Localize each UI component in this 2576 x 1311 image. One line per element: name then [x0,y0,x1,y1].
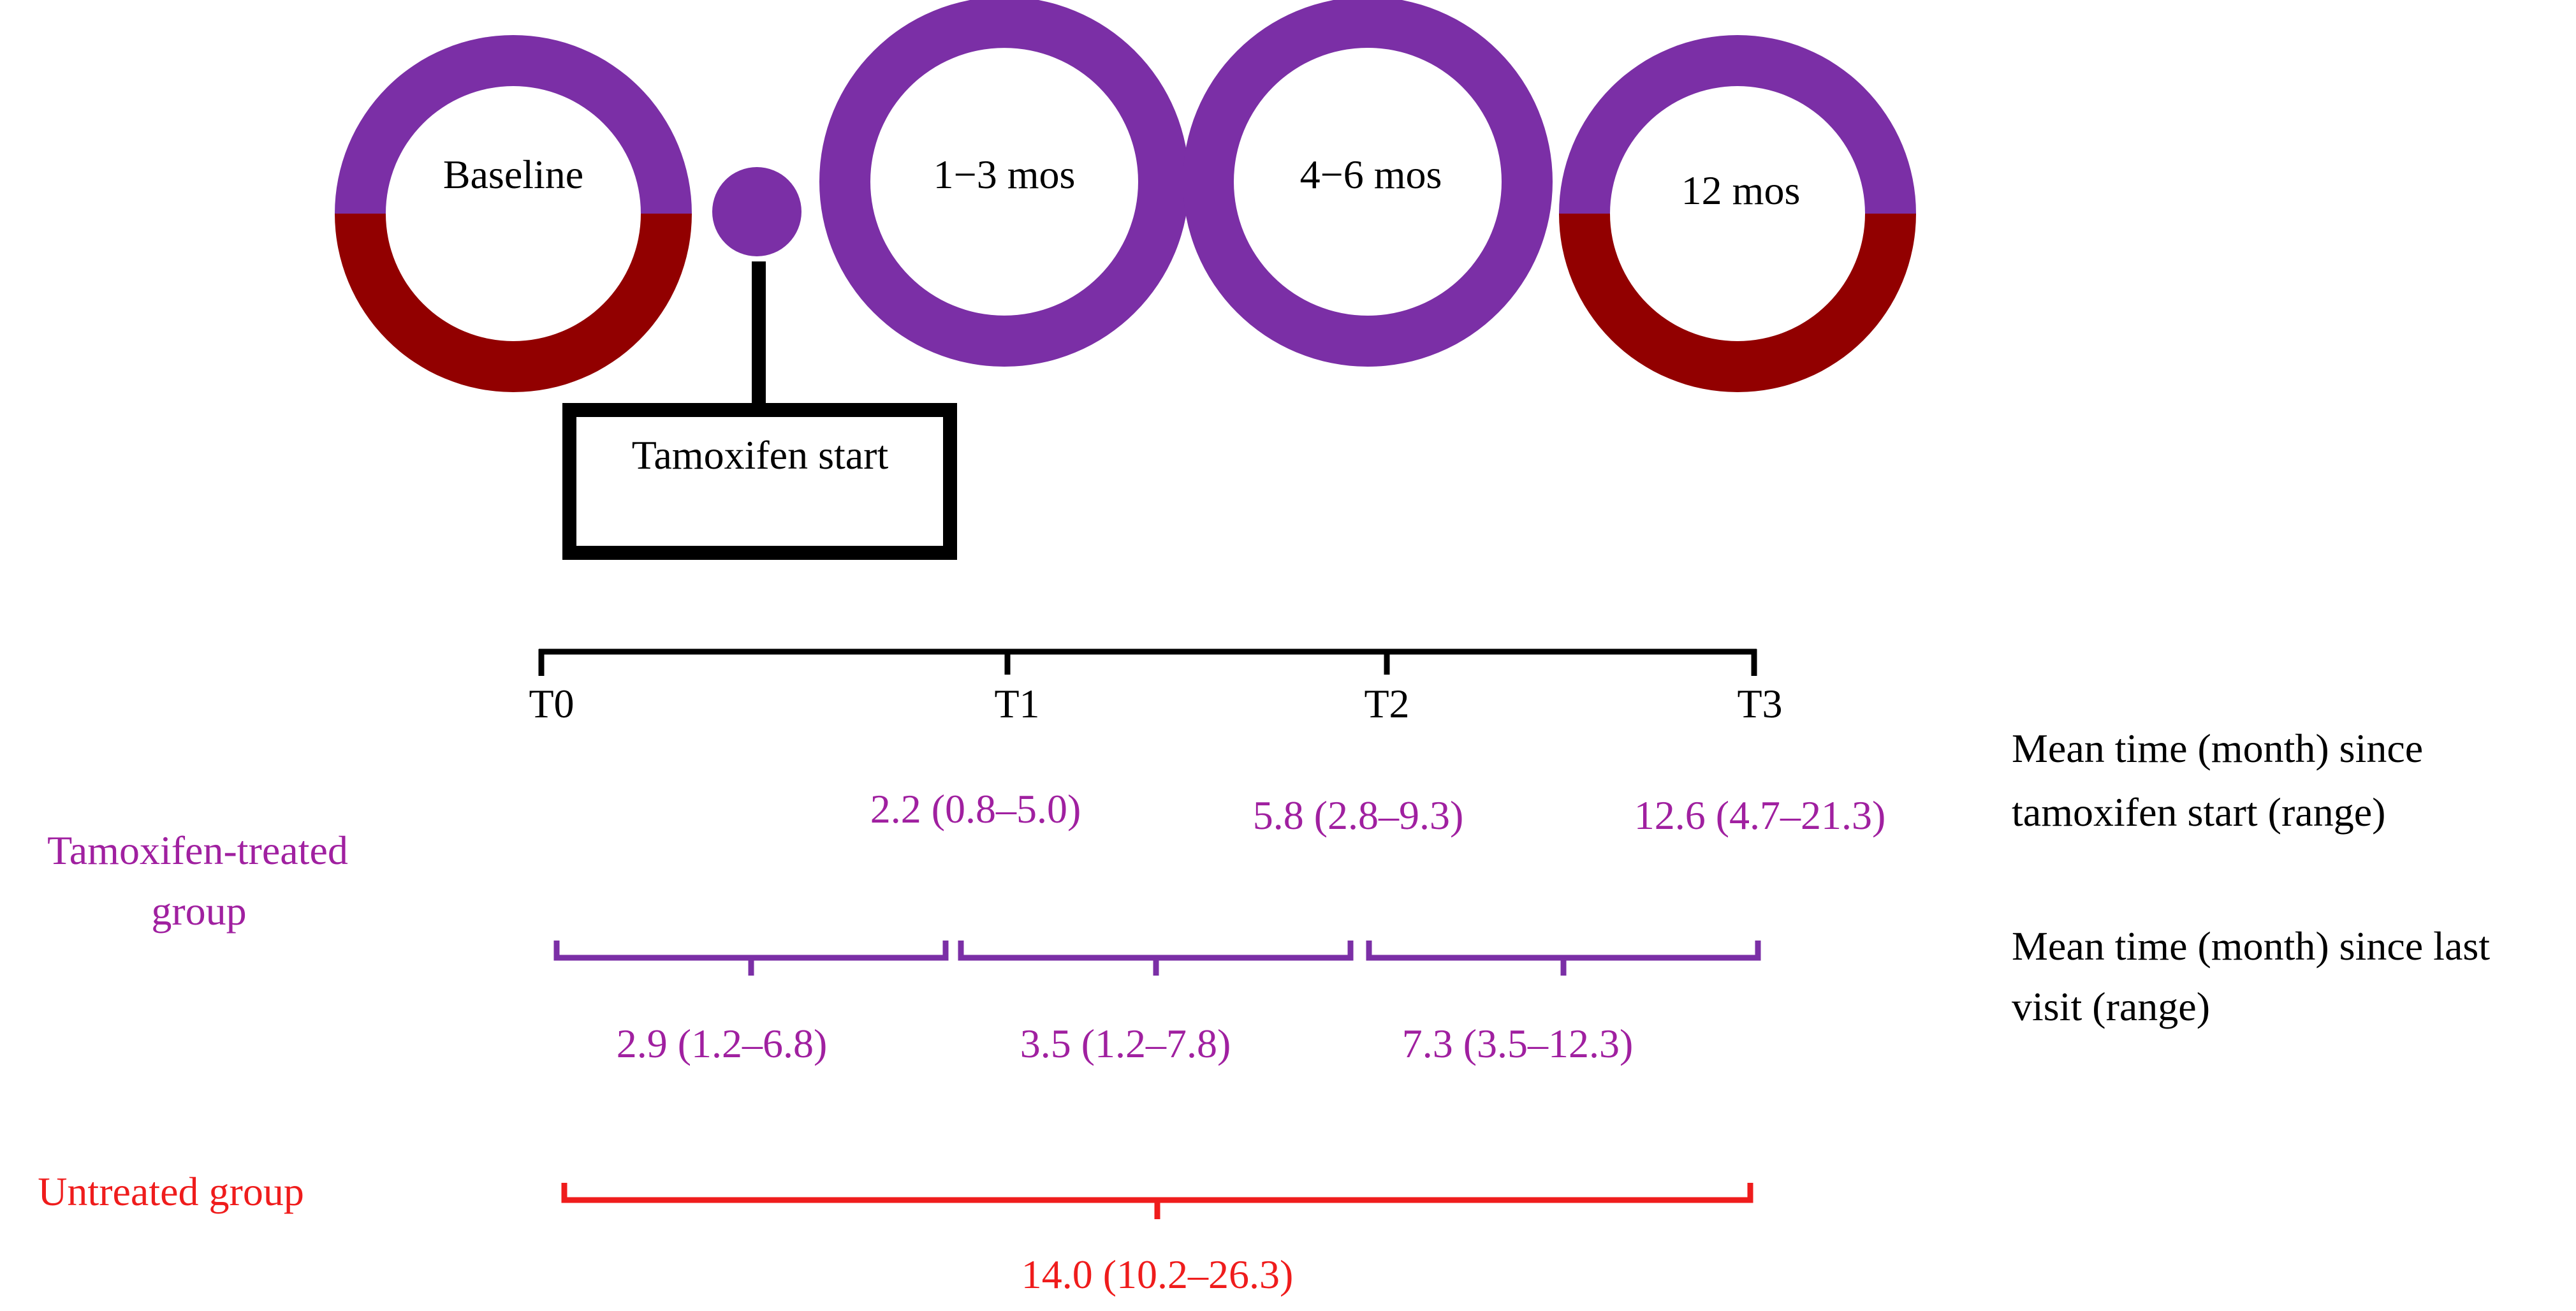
since-last-value-3: 7.3 (3.5–12.3) [1402,1021,1634,1066]
untreated-group: Untreated group 14.0 (10.2–26.3) [38,1169,1753,1297]
tamoxifen-dot [712,167,801,256]
ring-top-half [335,35,692,214]
untreated-group-value: 14.0 (10.2–26.3) [1021,1252,1294,1297]
tamoxifen-start-marker: Tamoxifen start [562,167,957,560]
visit-ring-12-mos: 12 mos [1559,35,1916,392]
legend-since-last: Mean time (month) since last visit (rang… [2012,923,2490,1029]
since-start-value-t2: 5.8 (2.8–9.3) [1253,793,1464,838]
ring-bottom-half [819,182,1189,367]
treated-group-label-line2: group [151,888,246,934]
bracket-t0-t1 [553,941,949,976]
legend-since-start-line2: tamoxifen start (range) [2012,789,2385,835]
visit-label-baseline: Baseline [443,152,583,197]
tick-label-t3: T3 [1737,681,1782,726]
ring-bottom-half [1183,182,1553,367]
tamoxifen-start-box [562,403,957,560]
visit-ring-1-3-mos: 1−3 mos [819,0,1189,367]
timeline-axis: T0 T1 T2 T3 [529,648,1783,726]
legend-since-start-line1: Mean time (month) since [2012,726,2423,771]
ring-top-half [819,0,1189,182]
bracket-t2-t3 [1366,941,1761,976]
visit-label-1-3-mos: 1−3 mos [933,152,1076,197]
legend-since-last-line2: visit (range) [2012,984,2210,1029]
untreated-group-label: Untreated group [38,1169,304,1214]
bracket-untreated [561,1183,1753,1219]
ring-bottom-half [1559,214,1916,392]
visit-label-12-mos: 12 mos [1681,168,1801,213]
interval-brackets [553,941,1761,976]
since-last-value-2: 3.5 (1.2–7.8) [1020,1021,1231,1066]
tick-label-t2: T2 [1364,681,1409,726]
ring-bottom-half [335,214,692,392]
since-start-value-t1: 2.2 (0.8–5.0) [870,786,1081,831]
legend-since-last-line1: Mean time (month) since last [2012,923,2490,969]
tamoxifen-start-label: Tamoxifen start [632,432,889,478]
since-start-value-t3: 12.6 (4.7–21.3) [1634,793,1886,838]
treated-group-label: Tamoxifen-treated group [47,828,348,934]
visit-ring-baseline: Baseline [335,35,692,392]
treated-group-label-line1: Tamoxifen-treated [47,828,348,873]
tick-label-t0: T0 [529,681,574,726]
visit-ring-4-6-mos: 4−6 mos [1183,0,1553,367]
legend-since-start: Mean time (month) since tamoxifen start … [2012,726,2423,835]
visit-label-4-6-mos: 4−6 mos [1300,152,1442,197]
ring-top-half [1559,35,1916,214]
tick-label-t1: T1 [994,681,1039,726]
ring-top-half [1183,0,1553,182]
since-last-values: 2.9 (1.2–6.8) 3.5 (1.2–7.8) 7.3 (3.5–12.… [617,1021,1634,1066]
since-start-values: 2.2 (0.8–5.0) 5.8 (2.8–9.3) 12.6 (4.7–21… [870,786,1886,838]
since-last-value-1: 2.9 (1.2–6.8) [617,1021,828,1066]
bracket-t1-t2 [958,941,1354,976]
